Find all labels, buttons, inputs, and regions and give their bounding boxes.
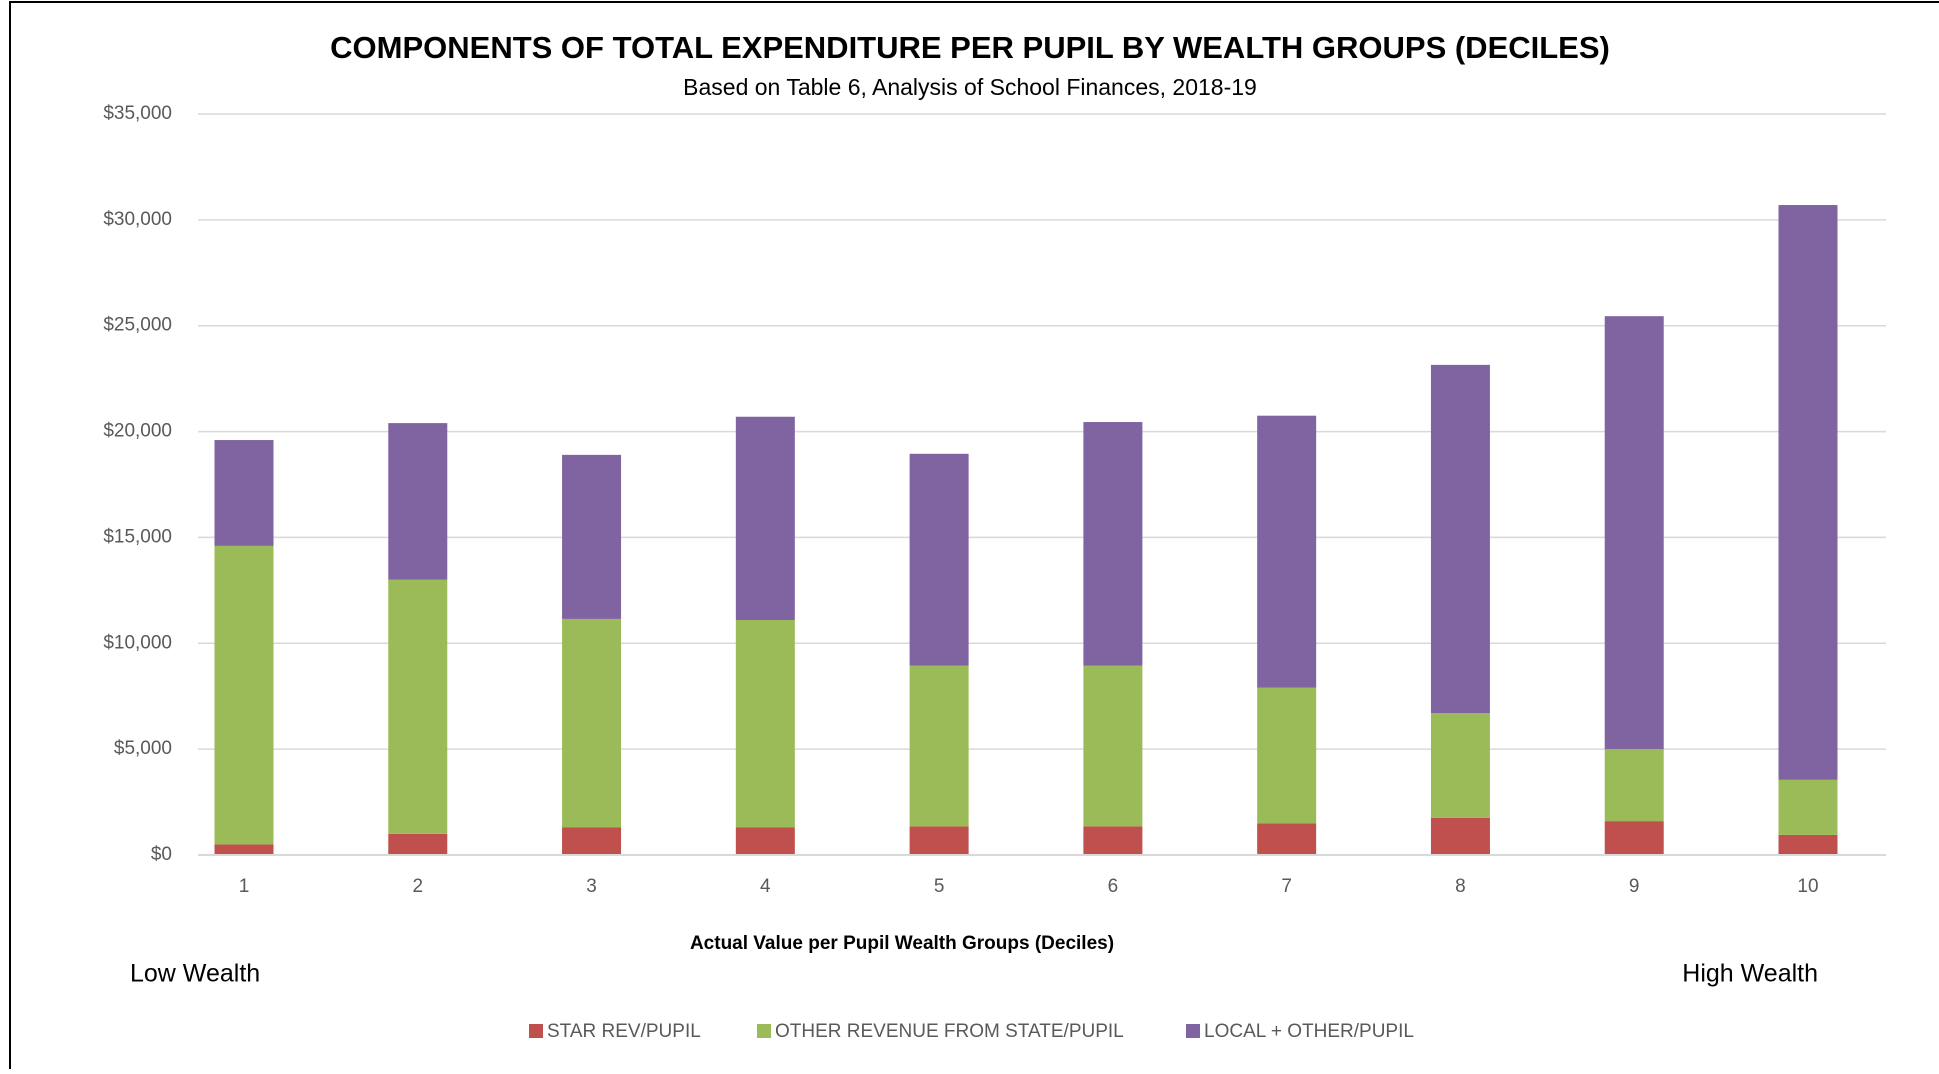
- x-tick-label: 10: [1797, 876, 1818, 897]
- bar-segment: [909, 826, 969, 855]
- bar-segment: [562, 618, 622, 828]
- y-tick-label: $35,000: [103, 103, 172, 124]
- bar-segment: [1430, 817, 1490, 855]
- chart-subtitle: Based on Table 6, Analysis of School Fin…: [683, 74, 1257, 100]
- bar-segment: [388, 423, 448, 580]
- bar-segment: [1257, 823, 1317, 855]
- chart-title: COMPONENTS OF TOTAL EXPENDITURE PER PUPI…: [330, 30, 1610, 65]
- y-tick-label: $5,000: [114, 738, 172, 759]
- bar-segment: [1604, 749, 1664, 822]
- chart-frame: [9, 1, 1939, 1074]
- x-tick-label: 3: [586, 876, 597, 897]
- bar-segment: [1083, 422, 1143, 666]
- bar-segment: [388, 579, 448, 834]
- bar-segment: [1430, 713, 1490, 818]
- bar-segment: [1778, 205, 1838, 780]
- annotation: Low Wealth: [130, 960, 260, 988]
- bar-segment: [214, 844, 274, 855]
- legend-label: LOCAL + OTHER/PUPIL: [1204, 1021, 1414, 1042]
- legend-label: STAR REV/PUPIL: [547, 1021, 701, 1042]
- bar-segment: [388, 833, 448, 855]
- x-axis-title: Actual Value per Pupil Wealth Groups (De…: [690, 933, 1114, 954]
- y-tick-label: $10,000: [103, 632, 172, 653]
- bar-segment: [1257, 687, 1317, 824]
- x-tick-label: 9: [1629, 876, 1640, 897]
- bar-segment: [735, 416, 795, 620]
- x-tick-label: 4: [760, 876, 771, 897]
- bar-segment: [562, 454, 622, 619]
- bar-segment: [909, 665, 969, 827]
- bar-segment: [1778, 834, 1838, 855]
- x-tick-label: 8: [1455, 876, 1466, 897]
- legend-label: OTHER REVENUE FROM STATE/PUPIL: [775, 1021, 1124, 1042]
- y-tick-label: $20,000: [103, 421, 172, 442]
- bar-segment: [909, 453, 969, 666]
- x-tick-label: 7: [1281, 876, 1292, 897]
- legend-swatch: [529, 1024, 543, 1038]
- bar-segment: [1083, 665, 1143, 827]
- bar-segment: [562, 827, 622, 855]
- x-tick-label: 6: [1108, 876, 1119, 897]
- bar-segment: [1778, 779, 1838, 835]
- bar-segment: [735, 827, 795, 855]
- bar-segment: [214, 440, 274, 546]
- bar-segment: [735, 619, 795, 828]
- x-tick-label: 2: [412, 876, 423, 897]
- bar-segment: [1257, 415, 1317, 688]
- bar-segment: [1604, 821, 1664, 855]
- legend-swatch: [757, 1024, 771, 1038]
- bar-segment: [214, 545, 274, 845]
- y-tick-label: $30,000: [103, 209, 172, 230]
- y-tick-label: $0: [151, 844, 172, 865]
- bar-segment: [1604, 316, 1664, 750]
- bar-segment: [1083, 826, 1143, 855]
- y-tick-label: $25,000: [103, 315, 172, 336]
- annotation: High Wealth: [1682, 960, 1818, 988]
- x-tick-label: 5: [934, 876, 945, 897]
- bar-segment: [1430, 364, 1490, 714]
- y-tick-label: $15,000: [103, 526, 172, 547]
- legend-swatch: [1186, 1024, 1200, 1038]
- x-tick-label: 1: [239, 876, 250, 897]
